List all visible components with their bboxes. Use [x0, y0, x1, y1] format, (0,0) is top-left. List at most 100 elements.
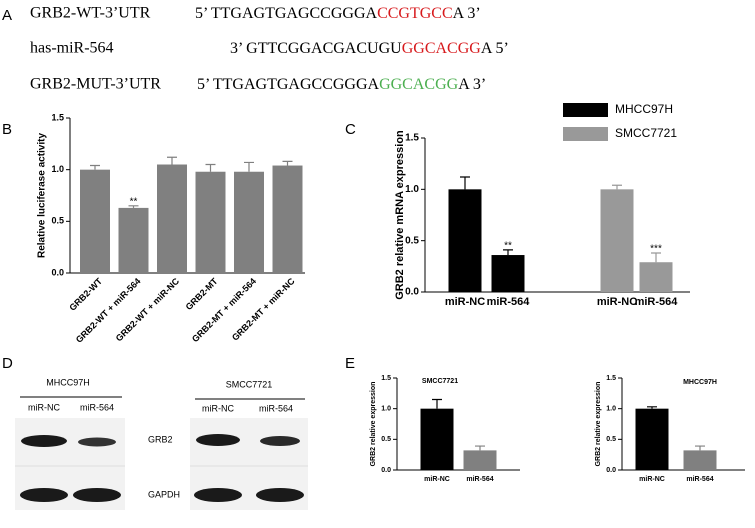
bar [420, 408, 454, 470]
x-tick-label: GRB2-MT [184, 276, 220, 312]
sequence: 5’ TTGAGTGAGCCGGGACCGTGCCA 3’ [195, 5, 481, 22]
y-tick-label: 1.0 [606, 406, 616, 413]
y-tick-label: 0.0 [381, 467, 391, 474]
panel-label: B [2, 121, 12, 138]
y-tick-label: 0.5 [51, 216, 64, 226]
x-tick-label: miR-NC [597, 296, 637, 308]
blot-row-label: GRB2 [148, 434, 173, 444]
bar [463, 450, 497, 470]
seed-sequence: GGCACGG [379, 76, 459, 93]
bar [157, 164, 187, 273]
y-tick-label: 0.0 [51, 267, 64, 277]
lane-label: miR-564 [259, 403, 293, 413]
bar [448, 189, 482, 292]
error-bar [651, 252, 661, 263]
error-bar [475, 445, 485, 451]
sequence-part: 5’ TTGAGTGAGCCGGGA [195, 5, 378, 22]
chart-title: SMCC7721 [422, 378, 458, 385]
x-tick-label: miR-NC [639, 476, 665, 483]
lane-label: miR-564 [80, 402, 114, 412]
y-tick-label: 0.5 [606, 436, 616, 443]
lane-label: miR-NC [28, 402, 60, 412]
y-tick-label: 1.5 [405, 133, 419, 144]
y-tick-label: 1.5 [606, 375, 616, 382]
legend-label: SMCC7721 [615, 126, 677, 140]
sequence-part: A 5’ [481, 40, 509, 57]
legend-label: MHCC97H [615, 102, 673, 116]
sequence-part: 3’ GTTCGGACGACUGU [230, 40, 402, 57]
panel-label: A [2, 7, 12, 24]
panel-label: C [345, 121, 356, 138]
sequence: 3’ GTTCGGACGACUGUGGCACGGA 5’ [230, 40, 509, 57]
y-tick-label: 1.5 [381, 375, 391, 382]
bar [234, 171, 264, 273]
sequence-part: A 3’ [458, 76, 486, 93]
x-tick-label: miR-NC [445, 296, 485, 308]
seed-sequence: GGCACGG [402, 40, 482, 57]
y-tick-label: 1.0 [405, 184, 419, 195]
y-axis-label: GRB2 relative expression [370, 382, 377, 467]
blot-title: MHCC97H [46, 377, 90, 387]
sequence-part: 5’ TTGAGTGAGCCGGGA [197, 76, 380, 93]
error-bar [647, 406, 657, 409]
error-bar [695, 445, 705, 451]
error-bar [282, 160, 293, 166]
x-tick-label: miR-564 [635, 296, 679, 308]
x-tick-label: GRB2-WT + miR-NC [114, 276, 182, 344]
legend-swatch [563, 103, 608, 117]
x-tick-label: miR-564 [487, 296, 531, 308]
significance-label: ** [130, 196, 138, 207]
sequence-part: A 3’ [453, 5, 481, 22]
bar [491, 255, 525, 292]
blot-title: SMCC7721 [226, 379, 273, 389]
x-tick-label: miR-NC [424, 476, 450, 483]
blot-row-label: GAPDH [148, 489, 180, 499]
sequence-label: GRB2-MUT-3’UTR [30, 76, 161, 93]
bar [118, 207, 149, 273]
y-tick-label: 0.5 [405, 235, 419, 246]
significance-label: ** [504, 241, 512, 252]
y-axis-label: Relative luciferase activity [37, 133, 48, 259]
error-bar [90, 164, 100, 170]
error-bar [432, 398, 442, 409]
error-bar [612, 184, 622, 190]
y-tick-label: 0.0 [405, 287, 419, 298]
sequence: 5’ TTGAGTGAGCCGGGAGGCACGGA 3’ [197, 76, 486, 93]
bar [639, 262, 673, 292]
bar [635, 408, 669, 470]
panel-label: E [345, 355, 355, 372]
y-tick-label: 0.0 [606, 467, 616, 474]
y-tick-label: 1.0 [51, 164, 64, 174]
error-bar [460, 176, 470, 190]
y-tick-label: 1.0 [381, 406, 391, 413]
seed-sequence: CCGTGCC [377, 5, 453, 22]
x-tick-label: GRB2-WT + miR-564 [74, 276, 143, 345]
x-tick-label: GRB2-WT [67, 276, 104, 313]
sequence-label: has-miR-564 [30, 40, 114, 57]
lane-label: miR-NC [202, 403, 234, 413]
axis [396, 378, 520, 471]
x-tick-label: miR-564 [466, 476, 493, 483]
y-axis-label: GRB2 relative expression [595, 382, 602, 467]
error-bar [167, 156, 177, 165]
y-tick-label: 1.5 [51, 112, 64, 122]
error-bar [205, 163, 216, 172]
panel-label: D [2, 355, 13, 372]
bar [195, 171, 226, 273]
error-bar [128, 205, 139, 208]
bar [683, 450, 717, 470]
y-axis-label: GRB2 relative mRNA expression [394, 130, 406, 300]
significance-label: *** [650, 244, 662, 255]
x-tick-label: miR-564 [686, 476, 713, 483]
error-bar [503, 249, 513, 256]
legend-swatch [563, 127, 608, 141]
bar [80, 169, 110, 273]
x-tick-label: GRB2-MT + miR-564 [190, 276, 258, 344]
y-tick-label: 0.5 [381, 436, 391, 443]
chart-title: MHCC97H [683, 379, 717, 386]
bar [600, 189, 634, 292]
sequence-label: GRB2-WT-3’UTR [30, 5, 151, 22]
error-bar [244, 161, 254, 172]
bar [272, 165, 303, 273]
